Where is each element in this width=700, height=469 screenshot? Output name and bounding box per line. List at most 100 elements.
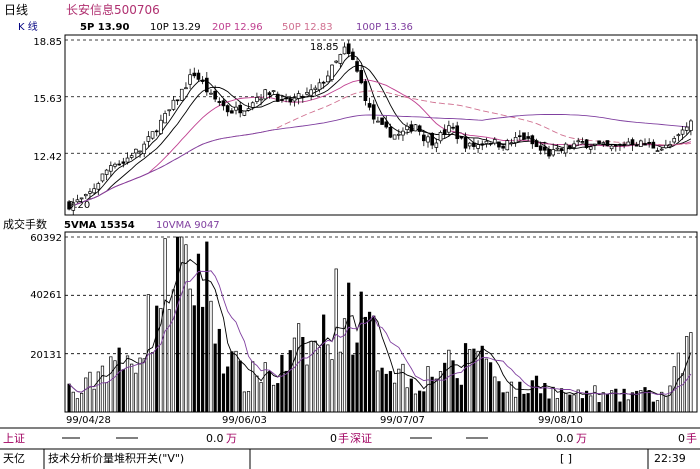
volume-bar [647, 390, 651, 413]
volume-bar [105, 382, 109, 413]
price-axis-mid: 15.63 [33, 94, 62, 105]
volume-bar [405, 387, 409, 413]
ma10-line [68, 64, 692, 210]
volume-bar [655, 400, 660, 413]
candle-body [255, 97, 259, 102]
volume-bar [597, 402, 601, 413]
shanghai-label: 上证 [3, 432, 25, 445]
volume-bar [196, 253, 201, 413]
vma5-value: 5VMA 15354 [64, 220, 135, 231]
volume-bar [689, 332, 693, 413]
volume-bar [509, 381, 514, 413]
candle-body [313, 87, 318, 90]
volume-bar [418, 390, 422, 413]
candle-body [280, 99, 284, 101]
candle-body [351, 51, 355, 60]
volume-bar [163, 238, 167, 413]
volume-bar [393, 382, 397, 413]
candle-body [317, 82, 322, 91]
candle-body [109, 165, 113, 172]
shenzhen-unit-shou: 手 [686, 431, 697, 445]
volume-bar [226, 366, 230, 413]
volume-bar [451, 360, 455, 413]
volume-bar [317, 347, 322, 413]
volume-bar [488, 362, 493, 413]
candle-body [209, 92, 213, 95]
volume-bar [96, 371, 100, 413]
candle-body [680, 129, 685, 135]
candle-body [555, 147, 560, 150]
volume-bar [430, 376, 434, 413]
candle-body [113, 163, 117, 167]
candle-body [526, 136, 530, 138]
volume-bar [213, 343, 217, 413]
volume-bar [664, 396, 668, 413]
volume-bar [580, 398, 585, 413]
candle-body [200, 80, 205, 82]
candle-body [338, 54, 343, 64]
candle-body [530, 135, 535, 145]
volume-bar [497, 381, 501, 413]
volume-bar [175, 236, 180, 413]
volume-bar [676, 352, 680, 413]
candle-body [434, 142, 439, 148]
ma50-line [68, 90, 691, 210]
volume-bar [397, 368, 401, 413]
candle-body [476, 144, 480, 149]
volume-bar [605, 393, 610, 413]
candle-body [346, 43, 351, 55]
volume-bar [67, 383, 71, 413]
volume-bar [117, 347, 121, 413]
candle-body [296, 93, 301, 99]
candle-body [142, 143, 147, 154]
candle-body [71, 202, 76, 211]
volume-bar [680, 373, 685, 413]
volume-bar [384, 373, 388, 413]
candle-body [380, 117, 384, 125]
candle-body [480, 143, 485, 146]
candle-body [597, 140, 601, 144]
volume-bar [271, 384, 276, 413]
volume-bar [651, 401, 655, 413]
volume-bar [326, 344, 330, 413]
candle-body [538, 145, 543, 151]
candle-body [159, 119, 163, 134]
candle-body [463, 137, 468, 149]
volume-bar [564, 393, 568, 413]
volume-bar [267, 371, 272, 413]
candle-body [689, 120, 693, 131]
volume-bar [484, 358, 489, 413]
volume-bar [372, 315, 376, 413]
volume-bar [359, 291, 363, 413]
candle-body [192, 72, 197, 77]
input-bracket[interactable]: [ ] [560, 452, 572, 465]
shanghai-unit-shou: 手 [338, 431, 349, 445]
volume-bar [309, 340, 313, 413]
candle-body [655, 150, 660, 152]
candle-body [213, 90, 217, 100]
candle-body [309, 89, 313, 96]
volume-bar [351, 354, 355, 413]
shanghai-unit-wan: 万 [226, 432, 237, 445]
candle-body [676, 134, 681, 137]
candle-body [488, 142, 493, 145]
candle-body [221, 100, 226, 107]
volume-bar [572, 394, 576, 413]
candle-body [134, 148, 138, 154]
candle-body [534, 140, 539, 148]
stock-code: 500706 [114, 3, 160, 17]
price-panel[interactable] [64, 34, 698, 216]
volume-moving-averages [68, 258, 692, 397]
volume-bar [280, 354, 284, 413]
candle-body [517, 135, 522, 138]
volume-bar [276, 383, 280, 413]
candle-body [259, 98, 263, 101]
volume-bar [84, 377, 88, 413]
shenzhen-value: 0.0 [556, 432, 574, 445]
clock: 22:39 [654, 452, 686, 465]
candle-body [584, 139, 589, 149]
candle-body [388, 126, 393, 138]
candle-body [684, 126, 689, 131]
status-message: 技术分析价量堆积开关("V") [48, 451, 184, 465]
